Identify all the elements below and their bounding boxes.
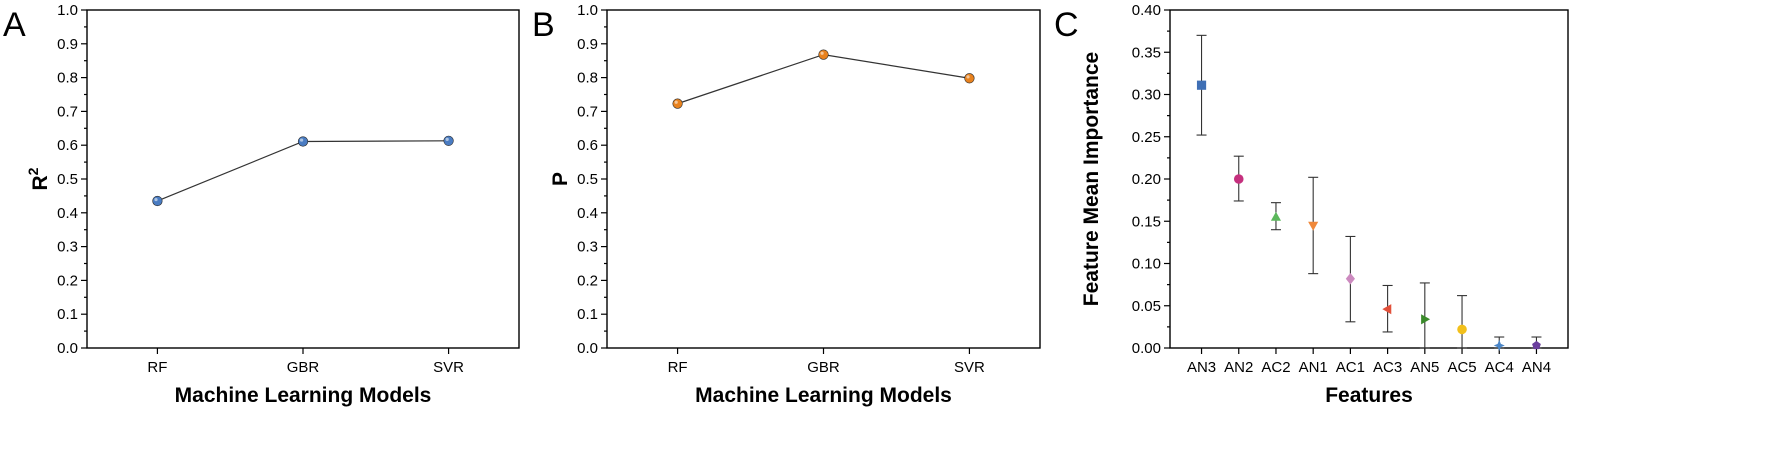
y-tick-label: 0.4 (57, 205, 78, 222)
data-point (818, 49, 829, 60)
data-point-triangle-right (1421, 314, 1431, 325)
y-tick-label: 0.4 (577, 205, 598, 222)
x-tick-label: SVR (433, 359, 464, 376)
data-point-circle (1457, 324, 1467, 335)
y-tick-label: 0.5 (57, 171, 78, 188)
y-axis-title: Feature Mean Importance (1080, 52, 1103, 306)
y-tick-label: 0.8 (577, 70, 598, 87)
x-tick-label: AC2 (1261, 359, 1290, 376)
y-tick-label: 0.20 (1132, 171, 1161, 188)
x-tick-label: RF (668, 359, 688, 376)
x-tick-label: RF (147, 359, 167, 376)
y-axis-title-superscript: 2 (25, 167, 41, 175)
y-axis-title: R2 (25, 167, 52, 190)
x-tick-label: AC5 (1447, 359, 1476, 376)
data-point-highlight (674, 100, 678, 104)
plot-frame-c (1169, 9, 1569, 349)
series-line (157, 140, 449, 202)
x-tick-label: AC4 (1485, 359, 1514, 376)
data-point-highlight (445, 137, 449, 142)
y-tick-label: 0.00 (1132, 340, 1161, 357)
data-point-highlight (300, 138, 304, 142)
x-axis-title: Machine Learning Models (695, 384, 952, 407)
y-tick-label: 0.1 (577, 306, 598, 323)
data-point-square (1196, 80, 1207, 90)
x-tick-label: SVR (954, 359, 985, 376)
y-tick-label: 0.1 (57, 306, 78, 323)
y-tick-label: 0.8 (57, 70, 78, 87)
y-tick-label: 0.6 (57, 137, 78, 154)
data-point-triangle-down (1308, 221, 1319, 231)
data-point-pentagon (1532, 340, 1541, 350)
y-tick-label: 0.30 (1132, 87, 1161, 104)
y-tick-label: 0.40 (1132, 2, 1161, 19)
y-tick-label: 0.5 (577, 171, 598, 188)
data-point (152, 195, 163, 207)
data-point (964, 73, 975, 84)
x-tick-label: AN1 (1299, 359, 1328, 376)
y-tick-label: 0.2 (57, 272, 78, 289)
y-axis-title: P (549, 172, 572, 186)
data-point (443, 135, 454, 146)
x-tick-label: AN2 (1224, 359, 1253, 376)
chart-panel-b: 0.0 0.1 0.2 0.3 0.4 0.5 0.6 0.7 0.8 0.9 1.0 RF GBR SV… (549, 2, 1041, 407)
y-tick-label: 0.7 (57, 103, 78, 120)
y-tick-label: 0.3 (57, 239, 78, 256)
y-tick-label: 0.6 (577, 137, 598, 154)
y-tick-label: 0.9 (577, 36, 598, 53)
x-axis-title: Features (1325, 384, 1413, 407)
data-point-triangle-up (1270, 211, 1282, 221)
y-tick-label: 0.15 (1132, 213, 1161, 230)
y-tick-label: 0.7 (577, 103, 598, 120)
x-tick-label: AC3 (1373, 359, 1402, 376)
y-tick-label: 0.3 (577, 239, 598, 256)
data-point-triangle-left (1382, 304, 1392, 315)
x-tick-label: GBR (807, 359, 840, 376)
x-axis-title: Machine Learning Models (175, 384, 432, 407)
x-tick-label: AN3 (1187, 359, 1216, 376)
chart-panel-a: 0.0 0.1 0.2 0.3 0.4 0.5 0.6 0.7 0.8 0.9 1.0 RF GBR SV… (25, 2, 520, 407)
data-point-highlight (154, 197, 158, 202)
y-tick-label: 0.25 (1132, 129, 1161, 146)
y-tick-label: 0.0 (577, 340, 598, 357)
x-tick-label: AC1 (1336, 359, 1365, 376)
data-point-highlight (820, 51, 824, 55)
y-tick-label: 0.2 (577, 272, 598, 289)
plot-frame-a (86, 9, 520, 349)
series-line (677, 53, 970, 105)
y-tick-label: 0.05 (1132, 298, 1161, 315)
y-tick-label: 0.10 (1132, 256, 1161, 273)
data-point-highlight (966, 75, 970, 79)
data-point-star (1493, 339, 1505, 351)
x-tick-label: AN5 (1410, 359, 1439, 376)
y-tick-label: 0.0 (57, 340, 78, 357)
y-tick-label: 1.0 (57, 2, 78, 19)
data-point (297, 136, 309, 147)
chart-panel-c: 0.00 0.05 0.10 0.15 0.20 0.25 0.30 0.35 0.40 AN3 A… (1080, 2, 1569, 407)
y-tick-label: 1.0 (577, 2, 598, 19)
panel-letter-a: A (3, 6, 26, 44)
x-tick-label: GBR (287, 359, 320, 376)
panel-letter-c: C (1054, 6, 1079, 44)
y-tick-label: 0.35 (1132, 44, 1161, 61)
data-point-circle (1233, 174, 1244, 184)
panel-letter-b: B (532, 6, 555, 44)
x-tick-label: AN4 (1522, 359, 1551, 376)
data-point (672, 98, 683, 109)
y-tick-label: 0.9 (57, 36, 78, 53)
data-point-diamond (1345, 272, 1355, 285)
plot-frame-b (606, 9, 1041, 349)
